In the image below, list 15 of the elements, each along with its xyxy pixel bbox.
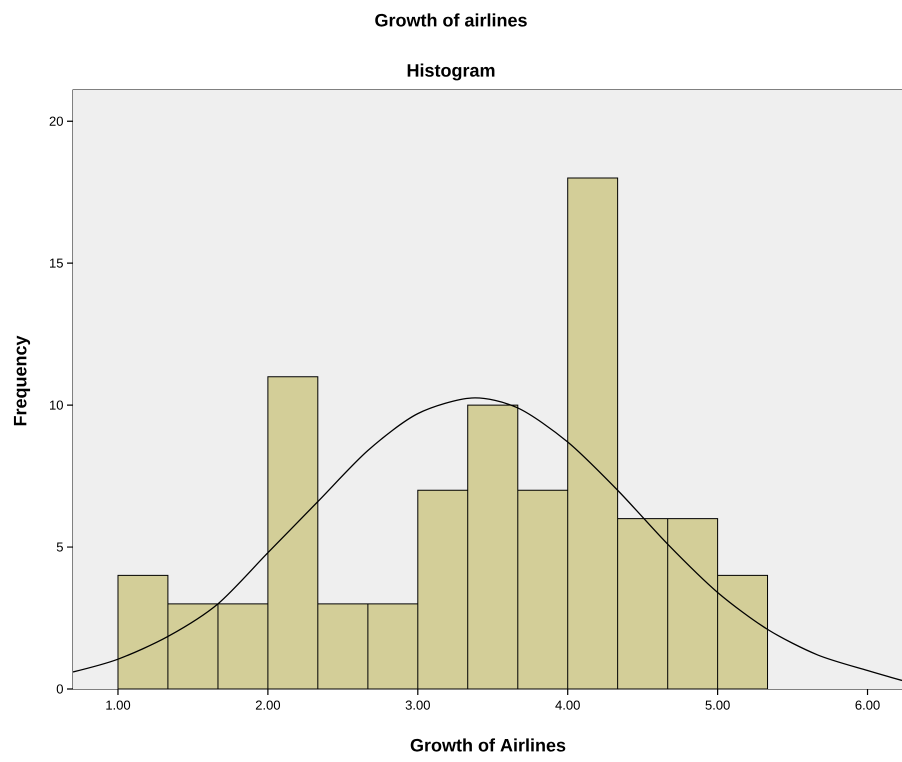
x-tick-label: 2.00 xyxy=(256,700,280,710)
x-tick-label: 4.00 xyxy=(555,700,580,710)
x-tick-label: 5.00 xyxy=(705,700,730,710)
x-axis-title: Growth of Airlines xyxy=(410,738,566,752)
x-tick-label: 1.00 xyxy=(106,700,130,710)
x-tick-label: 6.00 xyxy=(856,700,880,710)
chart-subtitle: Histogram xyxy=(408,64,494,80)
y-axis-title: Frequency xyxy=(14,336,30,426)
y-tick-label: 0 xyxy=(56,684,63,694)
y-tick-label: 15 xyxy=(50,258,63,268)
chart-title: Growth of airlines xyxy=(375,13,527,27)
y-tick-label: 10 xyxy=(50,400,63,410)
y-tick-label: 5 xyxy=(56,542,63,552)
y-tick-label: 20 xyxy=(50,116,63,126)
x-tick-label: 3.00 xyxy=(406,700,430,710)
